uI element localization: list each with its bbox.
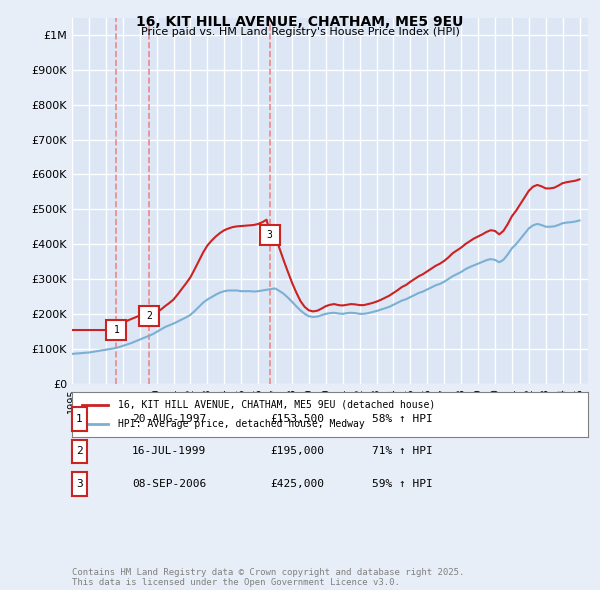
Text: 59% ↑ HPI: 59% ↑ HPI	[372, 479, 433, 489]
Text: 3: 3	[267, 231, 273, 241]
Text: 08-SEP-2006: 08-SEP-2006	[132, 479, 206, 489]
Text: Contains HM Land Registry data © Crown copyright and database right 2025.
This d: Contains HM Land Registry data © Crown c…	[72, 568, 464, 587]
Text: Price paid vs. HM Land Registry's House Price Index (HPI): Price paid vs. HM Land Registry's House …	[140, 27, 460, 37]
Text: HPI: Average price, detached house, Medway: HPI: Average price, detached house, Medw…	[118, 419, 365, 429]
Text: £425,000: £425,000	[270, 479, 324, 489]
Text: £195,000: £195,000	[270, 447, 324, 456]
Text: 3: 3	[76, 479, 83, 489]
Text: £153,500: £153,500	[270, 414, 324, 424]
Text: 20-AUG-1997: 20-AUG-1997	[132, 414, 206, 424]
Text: 1: 1	[76, 414, 83, 424]
Text: 71% ↑ HPI: 71% ↑ HPI	[372, 447, 433, 456]
Text: 16-JUL-1999: 16-JUL-1999	[132, 447, 206, 456]
Text: 1: 1	[113, 325, 119, 335]
Text: 58% ↑ HPI: 58% ↑ HPI	[372, 414, 433, 424]
Text: 2: 2	[76, 447, 83, 456]
Text: 16, KIT HILL AVENUE, CHATHAM, ME5 9EU: 16, KIT HILL AVENUE, CHATHAM, ME5 9EU	[136, 15, 464, 29]
Text: 16, KIT HILL AVENUE, CHATHAM, ME5 9EU (detached house): 16, KIT HILL AVENUE, CHATHAM, ME5 9EU (d…	[118, 400, 436, 409]
Text: 2: 2	[146, 310, 152, 320]
